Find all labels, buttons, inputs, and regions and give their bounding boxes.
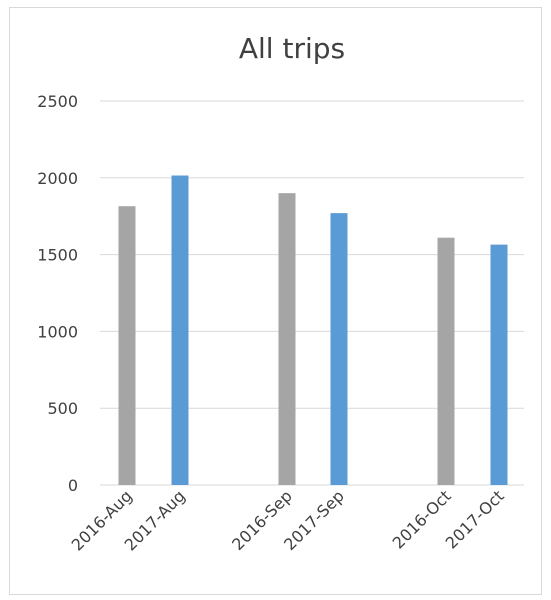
y-tick-label: 0 [68, 476, 78, 495]
bar-2016-sep [278, 193, 296, 485]
bar-2016-oct [437, 237, 455, 485]
bar-2017-sep [330, 213, 348, 486]
bar-2017-aug [171, 175, 189, 485]
y-tick-label: 2000 [37, 169, 78, 188]
y-tick-label: 1500 [37, 246, 78, 265]
y-axis-tick-labels: 0 500 1000 1500 2000 2500 [37, 92, 78, 495]
bar-2016-aug [118, 206, 136, 485]
bars [118, 175, 508, 486]
chart-title: All trips [239, 32, 345, 65]
y-tick-label: 2500 [37, 92, 78, 111]
y-tick-label: 500 [47, 399, 78, 418]
bar-2017-oct [490, 244, 508, 485]
gridlines [100, 100, 524, 486]
x-tick-label: 2017-Oct [442, 486, 508, 552]
y-tick-label: 1000 [37, 322, 78, 341]
